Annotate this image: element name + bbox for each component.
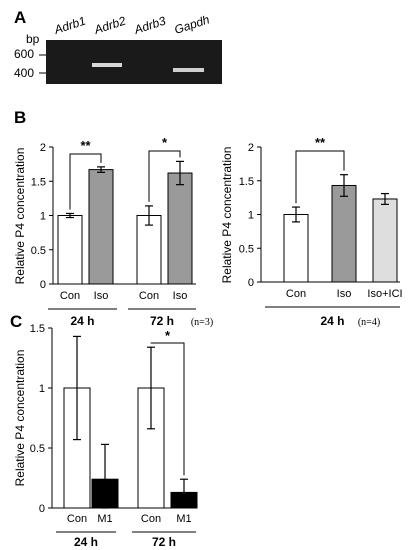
y-tick-label: 0 (248, 277, 254, 289)
significance-bracket (69, 153, 102, 210)
gel-lane-adrb2: Adrb2 (92, 14, 128, 38)
bar (57, 215, 83, 285)
gel-lane-gapdh: Gapdh (173, 12, 212, 37)
significance-marker: ** (315, 135, 326, 150)
y-tick-label: 1.5 (30, 323, 45, 335)
y-tick-label: 2 (40, 142, 46, 154)
category-label: Iso (94, 290, 109, 302)
category-label: Con (60, 290, 80, 302)
gel-image (46, 40, 222, 84)
y-tick-label: 1.5 (239, 176, 254, 188)
y-axis-title: Relative P4 concentration (220, 147, 234, 284)
group-label: 24 h (74, 535, 98, 549)
panel-a-label: A (14, 8, 26, 27)
y-tick-label: 1 (248, 210, 254, 222)
chart-b-right: 0 0.5 1 1.5 2 Relative P4 concentration Con Iso… (220, 135, 403, 328)
group-label: 72 h (152, 535, 176, 549)
category-label: M1 (97, 513, 112, 525)
bar (283, 214, 309, 283)
category-label: Con (141, 513, 161, 525)
gel-band-gapdh (173, 68, 204, 72)
panel-c-label: C (10, 312, 22, 331)
gel-lane-adrb1: Adrb1 (52, 14, 88, 38)
category-label: Iso+ICI (367, 288, 402, 300)
group-label: 24 h (70, 314, 94, 328)
sample-size-annotation: (n=4) (358, 317, 380, 328)
sample-size-annotation: (n=3) (191, 317, 213, 328)
category-label: Con (286, 288, 306, 300)
category-label: Iso (173, 290, 188, 302)
significance-bracket (295, 150, 345, 204)
category-label: Con (67, 513, 87, 525)
y-tick-label: 0 (39, 503, 45, 515)
category-label: M1 (176, 513, 191, 525)
y-tick-label: 2 (248, 142, 254, 154)
bar (136, 215, 162, 285)
significance-bracket (148, 150, 181, 202)
y-tick-label: 1 (40, 211, 46, 223)
panel-b-label: B (14, 108, 26, 127)
y-axis-title: Relative P4 concentration (13, 350, 27, 487)
y-axis-title: Relative P4 concentration (13, 148, 27, 285)
bar (88, 169, 114, 285)
group-label: 72 h (150, 314, 174, 328)
bar (372, 198, 398, 283)
category-label: Iso (337, 288, 352, 300)
bar (63, 387, 91, 509)
category-label: Con (139, 290, 159, 302)
significance-marker: * (165, 328, 171, 343)
gel-marker-600: 600 (14, 47, 34, 61)
gel-lane-adrb3: Adrb3 (132, 14, 168, 38)
gel-bp-label: bp (26, 32, 40, 46)
gel-panel: bp 600 400 Adrb1 Adrb2 Adrb3 Gapdh (14, 12, 222, 84)
y-tick-label: 1 (39, 383, 45, 395)
y-tick-label: 1.5 (31, 176, 46, 188)
significance-marker: * (162, 135, 168, 150)
bar (331, 184, 357, 283)
y-tick-label: 0.5 (30, 443, 45, 455)
significance-marker: ** (80, 138, 91, 153)
gel-marker-400: 400 (14, 66, 34, 80)
significance-bracket (150, 342, 185, 476)
group-label: 24 h (320, 314, 344, 328)
gel-band-adrb2 (92, 63, 122, 67)
y-tick-label: 0.5 (31, 245, 46, 257)
chart-c: 0 0.5 1 1.5 Relative P4 concentration Con M1 24… (13, 323, 198, 549)
y-tick-label: 0 (40, 279, 46, 291)
y-tick-label: 0.5 (239, 243, 254, 255)
bar (167, 172, 193, 285)
chart-b-left: 0 0.5 1 1.5 2 Relative P4 concentration Con Iso… (13, 135, 213, 328)
